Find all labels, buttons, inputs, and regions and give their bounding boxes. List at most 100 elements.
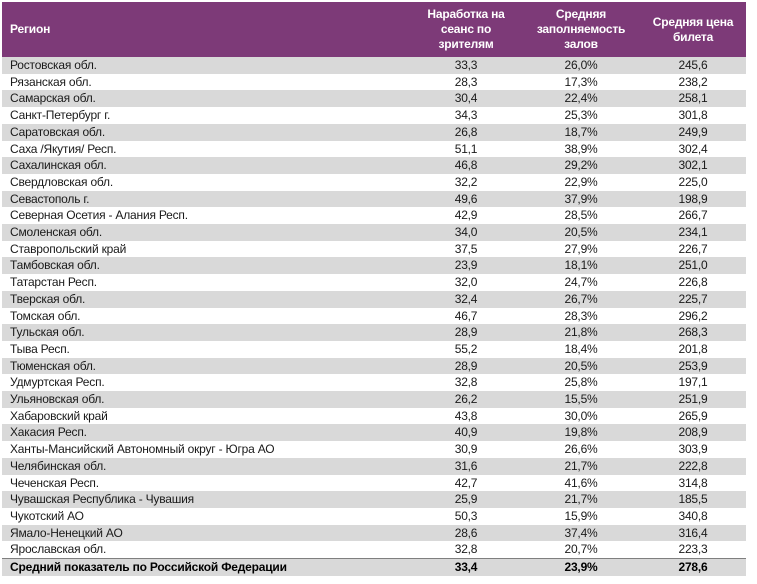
value-cell: 198,9 <box>640 190 746 208</box>
value-cell: 50,3 <box>454 508 478 523</box>
region-cell: Челябинская обл. <box>2 457 410 475</box>
value-cell: 19,8% <box>522 424 640 442</box>
value-cell: 49,6 <box>410 190 522 208</box>
value-cell: 28,9 <box>410 324 522 341</box>
value-cell: 32,4 <box>410 290 522 308</box>
table-row: Ханты-Мансийский Автономный округ - Югра… <box>2 441 746 458</box>
value-cell: 29,2% <box>522 157 640 174</box>
region-cell: Хакасия Респ. <box>2 424 410 442</box>
value-cell: 46,8 <box>410 157 522 174</box>
value-cell: 18,1% <box>522 257 640 275</box>
table-row: Тульская обл. 28,9 21,8% 268,3 <box>2 324 746 341</box>
table-body: Ростовская обл. 33,3 26,0% 245,6 Рязанская о… <box>2 57 746 576</box>
value-cell: 15,5% <box>522 391 640 408</box>
region-cell: Северная Осетия - Алания Респ. <box>10 208 188 223</box>
value-cell: 51,1 <box>454 141 478 156</box>
value-cell: 42,9 <box>454 208 478 223</box>
value-cell: 22,9% <box>564 174 598 189</box>
value-cell: 234,1 <box>640 224 746 241</box>
value-cell: 223,3 <box>678 542 708 557</box>
region-cell: Ханты-Мансийский Автономный округ - Югра… <box>10 442 275 457</box>
header-row: Регион Наработка на сеанс по зрителям Ср… <box>2 2 746 57</box>
table-row: Тыва Респ. 55,2 18,4% 201,8 <box>2 341 746 358</box>
value-cell: 266,7 <box>678 208 708 223</box>
value-cell: 32,2 <box>454 174 478 189</box>
table-row: Хакасия Респ. 40,9 19,8% 208,9 <box>2 424 746 442</box>
value-cell: 33,3 <box>410 57 522 74</box>
table-row: Тамбовская обл. 23,9 18,1% 251,0 <box>2 257 746 275</box>
table-row: Ямало-Ненецкий АО 28,6 37,4% 316,4 <box>2 524 746 542</box>
value-cell: 225,7 <box>640 290 746 308</box>
column-header-occupancy: Средняя заполняемость залов <box>522 2 640 57</box>
value-cell: 268,3 <box>640 324 746 341</box>
value-cell: 24,7% <box>564 275 598 290</box>
value-cell: 201,8 <box>678 341 708 356</box>
value-cell: 28,9 <box>410 357 522 375</box>
region-cell: Ставропольский край <box>10 241 127 256</box>
value-cell: 278,6 <box>640 558 746 576</box>
value-cell: 26,8 <box>410 123 522 141</box>
value-cell: 23,9% <box>522 558 640 576</box>
column-header-region: Регион <box>2 2 410 57</box>
value-cell: 23,9 <box>410 257 522 275</box>
table-row: Тверская обл. 32,4 26,7% 225,7 <box>2 290 746 308</box>
value-cell: 226,7 <box>678 241 708 256</box>
region-cell: Ульяновская обл. <box>2 391 410 408</box>
value-cell: 26,0% <box>522 57 640 74</box>
value-cell: 32,0 <box>454 275 478 290</box>
region-cell: Тамбовская обл. <box>2 257 410 275</box>
value-cell: 27,9% <box>564 241 598 256</box>
value-cell: 222,8 <box>640 457 746 475</box>
region-cell: Ярославская обл. <box>10 542 107 557</box>
value-cell: 26,7% <box>522 290 640 308</box>
region-cell: Ямало-Ненецкий АО <box>2 524 410 542</box>
table-row: Чукотский АО 50,3 15,9% 340,8 <box>2 508 746 525</box>
region-cell: Севастополь г. <box>2 190 410 208</box>
table-row: Саратовская обл. 26,8 18,7% 249,9 <box>2 123 746 141</box>
value-cell: 20,5% <box>522 357 640 375</box>
value-cell: 17,3% <box>564 74 598 89</box>
region-cell: Хабаровский край <box>10 408 108 423</box>
table-row: Саха /Якутия/ Респ. 51,1 38,9% 302,4 <box>2 141 746 158</box>
value-cell: 15,9% <box>564 508 598 523</box>
regions-report: Регион Наработка на сеанс по зрителям Ср… <box>2 2 746 576</box>
region-cell: Сахалинская обл. <box>2 157 410 174</box>
value-cell: 30,9 <box>454 442 478 457</box>
table-row: Смоленская обл. 34,0 20,5% 234,1 <box>2 224 746 241</box>
value-cell: 340,8 <box>678 508 708 523</box>
regions-table: Регион Наработка на сеанс по зрителям Ср… <box>2 2 746 576</box>
value-cell: 302,1 <box>640 157 746 174</box>
value-cell: 238,2 <box>678 74 708 89</box>
value-cell: 25,8% <box>564 375 598 390</box>
table-row: Рязанская обл. 28,3 17,3% 238,2 <box>2 74 746 91</box>
region-cell: Смоленская обл. <box>2 224 410 241</box>
value-cell: 26,2 <box>410 391 522 408</box>
region-cell: Тыва Респ. <box>10 341 70 356</box>
table-header: Регион Наработка на сеанс по зрителям Ср… <box>2 2 746 57</box>
value-cell: 46,7 <box>454 308 478 323</box>
table-row: Чеченская Респ. 42,7 41,6% 314,8 <box>2 475 746 492</box>
value-cell: 28,3 <box>454 74 478 89</box>
region-cell: Томская обл. <box>10 308 81 323</box>
region-cell: Саратовская обл. <box>2 123 410 141</box>
value-cell: 226,8 <box>678 275 708 290</box>
table-row: Тюменская обл. 28,9 20,5% 253,9 <box>2 357 746 375</box>
column-header-per-session: Наработка на сеанс по зрителям <box>410 2 522 57</box>
table-row: Санкт-Петербург г. 34,3 25,3% 301,8 <box>2 107 746 124</box>
column-header-price: Средняя цена билета <box>640 2 746 57</box>
region-cell: Самарская обл. <box>2 90 410 108</box>
region-cell: Средний показатель по Российской Федерац… <box>2 558 410 576</box>
value-cell: 28,3% <box>564 308 598 323</box>
value-cell: 301,8 <box>678 108 708 123</box>
value-cell: 21,7% <box>522 457 640 475</box>
value-cell: 26,6% <box>564 442 598 457</box>
value-cell: 18,4% <box>564 341 598 356</box>
value-cell: 253,9 <box>640 357 746 375</box>
value-cell: 20,7% <box>564 542 598 557</box>
value-cell: 28,5% <box>564 208 598 223</box>
region-cell: Ростовская обл. <box>2 57 410 74</box>
value-cell: 41,6% <box>564 475 598 490</box>
value-cell: 42,7 <box>454 475 478 490</box>
value-cell: 32,8 <box>454 375 478 390</box>
value-cell: 55,2 <box>454 341 478 356</box>
